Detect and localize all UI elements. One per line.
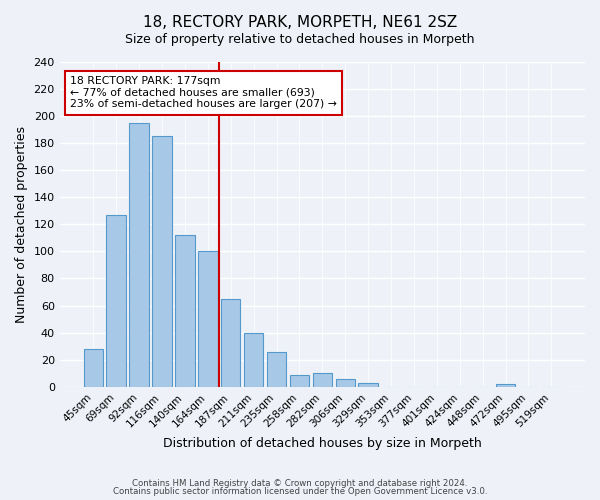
- Bar: [313, 374, 332, 387]
- Bar: [290, 374, 309, 387]
- Text: 18 RECTORY PARK: 177sqm
← 77% of detached houses are smaller (693)
23% of semi-d: 18 RECTORY PARK: 177sqm ← 77% of detache…: [70, 76, 337, 110]
- Bar: [152, 136, 172, 387]
- Bar: [244, 332, 263, 387]
- X-axis label: Distribution of detached houses by size in Morpeth: Distribution of detached houses by size …: [163, 437, 482, 450]
- Bar: [358, 383, 378, 387]
- Bar: [83, 349, 103, 387]
- Bar: [198, 252, 218, 387]
- Bar: [175, 235, 194, 387]
- Bar: [335, 379, 355, 387]
- Bar: [106, 214, 126, 387]
- Bar: [221, 299, 241, 387]
- Text: Contains public sector information licensed under the Open Government Licence v3: Contains public sector information licen…: [113, 487, 487, 496]
- Bar: [267, 352, 286, 387]
- Text: Size of property relative to detached houses in Morpeth: Size of property relative to detached ho…: [125, 32, 475, 46]
- Y-axis label: Number of detached properties: Number of detached properties: [15, 126, 28, 322]
- Bar: [130, 122, 149, 387]
- Text: Contains HM Land Registry data © Crown copyright and database right 2024.: Contains HM Land Registry data © Crown c…: [132, 478, 468, 488]
- Text: 18, RECTORY PARK, MORPETH, NE61 2SZ: 18, RECTORY PARK, MORPETH, NE61 2SZ: [143, 15, 457, 30]
- Bar: [496, 384, 515, 387]
